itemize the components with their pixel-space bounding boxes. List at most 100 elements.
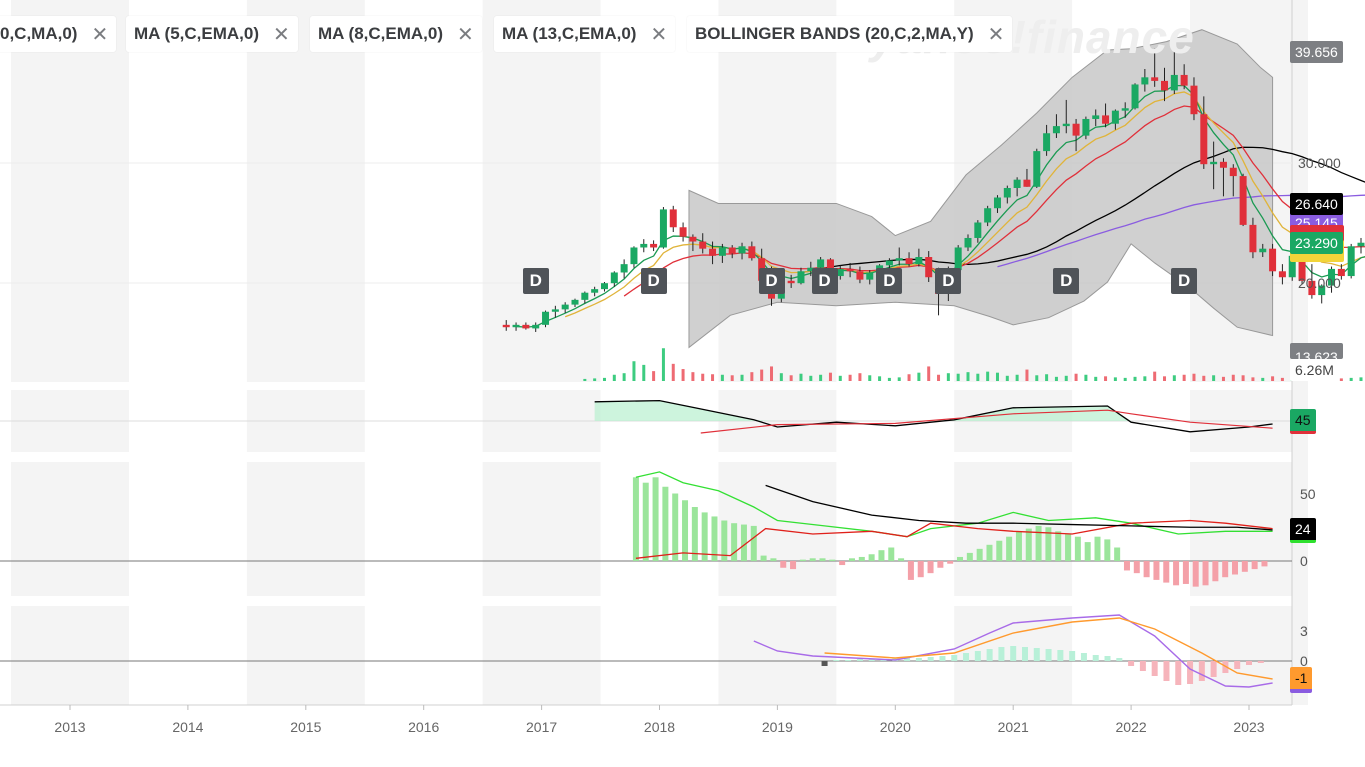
- candle-body: [1180, 74, 1188, 86]
- candle-body: [1013, 179, 1021, 188]
- candle-body: [1229, 167, 1237, 177]
- osc2-bar: [642, 482, 649, 561]
- volume-bar: [838, 375, 842, 381]
- close-icon[interactable]: ✕: [91, 23, 109, 46]
- candle: [650, 240, 658, 252]
- candle-body: [1092, 115, 1100, 119]
- candle-body: [974, 222, 982, 238]
- candle: [532, 322, 540, 332]
- candle-body: [728, 247, 736, 254]
- dividend-marker[interactable]: D: [876, 268, 903, 294]
- osc2-bar: [691, 507, 698, 561]
- x-tick-label: 2022: [1116, 719, 1147, 735]
- volume-bar: [799, 373, 803, 381]
- candle-body: [1190, 85, 1198, 115]
- volume-bar: [1261, 377, 1265, 381]
- osc2-bar: [829, 559, 836, 561]
- dividend-marker[interactable]: D: [811, 268, 838, 294]
- osc3-bar: [1010, 646, 1017, 661]
- close-icon[interactable]: ✕: [650, 23, 668, 46]
- candle: [689, 234, 697, 252]
- candle-body: [699, 241, 707, 249]
- dividend-marker[interactable]: D: [640, 268, 667, 294]
- volume-bar: [868, 375, 872, 381]
- candle-body: [1131, 84, 1139, 109]
- osc3-bar: [856, 659, 863, 661]
- candle-body: [1102, 115, 1110, 124]
- candle-body: [542, 311, 550, 325]
- candle: [1219, 158, 1227, 197]
- osc2-bar: [1261, 561, 1268, 567]
- candle-body: [551, 309, 559, 312]
- osc1-tag: 45: [1290, 409, 1316, 434]
- candle-body: [1357, 242, 1365, 247]
- candle-body: [846, 268, 854, 272]
- volume-bar: [622, 373, 626, 381]
- volume-bar: [1133, 376, 1137, 381]
- osc2-bar: [839, 561, 846, 566]
- candle: [659, 207, 667, 249]
- candle-body: [1318, 285, 1326, 296]
- candle: [993, 195, 1001, 213]
- dividend-marker[interactable]: D: [1053, 268, 1080, 294]
- osc3-bar: [1057, 650, 1064, 661]
- volume-bar: [917, 372, 921, 381]
- close-icon[interactable]: ✕: [987, 23, 1005, 46]
- dividend-marker[interactable]: D: [935, 268, 962, 294]
- candle: [1357, 237, 1365, 254]
- osc2-bar: [1182, 561, 1189, 584]
- candle: [542, 310, 550, 328]
- osc2-bar: [780, 561, 787, 568]
- candle-body: [1170, 74, 1178, 91]
- osc2-bar: [907, 561, 914, 580]
- candle-body: [502, 324, 510, 328]
- osc3-bar: [833, 660, 840, 661]
- osc2-tick-50: 50: [1300, 486, 1316, 502]
- indicator-chip-label: MA (8,C,EMA,0): [318, 24, 443, 43]
- candle: [1151, 48, 1159, 87]
- indicator-chip[interactable]: MA (8,C,EMA,0) ✕: [310, 16, 482, 52]
- x-tick-label: 2020: [880, 719, 911, 735]
- candle: [1131, 83, 1139, 110]
- indicator-chip[interactable]: 0,C,MA,0) ✕: [0, 16, 117, 52]
- dividend-marker[interactable]: D: [1171, 268, 1198, 294]
- osc2-bar: [721, 520, 728, 561]
- volume-bar: [1025, 369, 1029, 381]
- dividend-marker[interactable]: D: [522, 268, 549, 294]
- volume-bar: [770, 366, 774, 381]
- candle: [1003, 185, 1011, 204]
- candle: [728, 245, 736, 259]
- candle-body: [522, 324, 530, 329]
- candle-body: [836, 268, 844, 277]
- volume-bar: [1221, 376, 1225, 381]
- candle: [895, 247, 903, 266]
- osc3-bar: [1257, 661, 1264, 663]
- candle-body: [620, 264, 628, 273]
- candle: [1141, 68, 1149, 92]
- volume-bar: [995, 372, 999, 381]
- candle: [1200, 96, 1208, 169]
- dividend-marker[interactable]: D: [758, 268, 785, 294]
- candle-body: [1288, 255, 1296, 278]
- candle: [1092, 109, 1100, 127]
- osc3-bar: [1045, 649, 1052, 661]
- indicator-chip[interactable]: MA (5,C,EMA,0) ✕: [126, 16, 298, 52]
- osc2-bar: [1015, 531, 1022, 561]
- close-icon[interactable]: ✕: [273, 23, 290, 46]
- osc3-bar: [939, 656, 946, 661]
- candle-body: [826, 259, 834, 277]
- candle-body: [1141, 77, 1149, 85]
- indicator-chip[interactable]: MA (13,C,EMA,0) ✕: [494, 16, 676, 52]
- osc2-bar: [986, 544, 993, 561]
- year-band: [482, 0, 601, 705]
- candle: [846, 262, 854, 278]
- indicator-chip[interactable]: BOLLINGER BANDS (20,C,2,MA,Y) ✕: [687, 16, 1013, 52]
- osc3-bar: [1092, 655, 1099, 661]
- candle-body: [1200, 114, 1208, 165]
- osc2-bar: [1123, 561, 1130, 571]
- volume-bar: [1035, 375, 1039, 381]
- close-icon[interactable]: ✕: [457, 23, 474, 46]
- volume-bar: [583, 378, 587, 381]
- volume-bar: [1163, 376, 1167, 381]
